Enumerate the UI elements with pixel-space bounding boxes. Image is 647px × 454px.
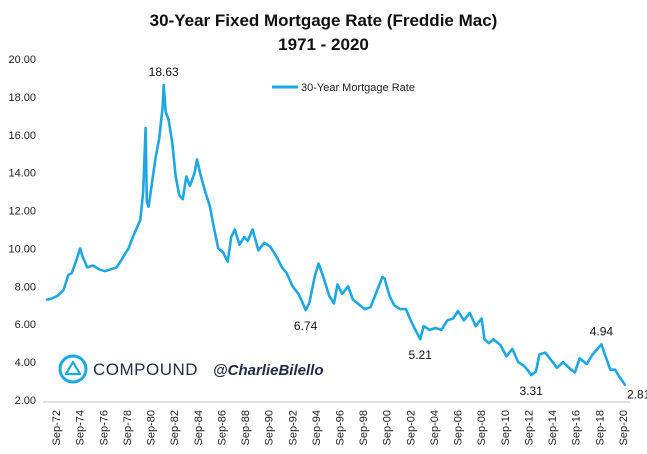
legend: 30-Year Mortgage Rate: [272, 82, 415, 94]
data-label-annotation: 5.21: [409, 348, 433, 362]
x-tick-label: Sep-14: [547, 410, 559, 445]
x-tick-label: Sep-78: [122, 410, 134, 445]
legend-label: 30-Year Mortgage Rate: [301, 82, 415, 94]
branding-watermark: COMPOUND @CharlieBilello: [58, 354, 324, 384]
data-label-annotation: 2.81: [627, 388, 647, 402]
series-line-30yr-mortgage: [45, 83, 627, 386]
brand-name: COMPOUND: [93, 360, 198, 379]
y-tick-label: 8.00: [15, 281, 36, 293]
x-tick-label: Sep-98: [358, 410, 370, 445]
x-tick-label: Sep-06: [453, 410, 465, 445]
y-axis-ticks: 2.00 4.00 6.00 8.00 10.00 12.00 14.00 16.00 18.0…: [8, 54, 36, 407]
x-tick-label: Sep-12: [523, 410, 535, 445]
x-tick-label: Sep-18: [594, 410, 606, 445]
x-tick-label: Sep-72: [51, 410, 63, 445]
y-tick-label: 18.00: [8, 92, 36, 104]
data-label-annotation: 18.63: [149, 65, 179, 79]
x-tick-label: Sep-86: [216, 410, 228, 445]
data-label-annotation: 3.31: [520, 384, 544, 398]
y-tick-label: 20.00: [8, 54, 36, 66]
x-tick-label: Sep-00: [382, 410, 394, 445]
x-tick-label: Sep-82: [169, 410, 181, 445]
data-label-annotation: 4.94: [590, 324, 614, 338]
x-tick-label: Sep-08: [476, 410, 488, 445]
x-tick-label: Sep-90: [264, 410, 276, 445]
x-tick-label: Sep-02: [405, 410, 417, 445]
y-tick-label: 4.00: [15, 357, 36, 369]
y-tick-label: 14.00: [8, 168, 36, 180]
y-tick-label: 16.00: [8, 130, 36, 142]
chart-subtitle: 1971 - 2020: [278, 35, 369, 54]
compound-logo-icon: [58, 354, 88, 384]
x-tick-label: Sep-16: [571, 410, 583, 445]
x-tick-label: Sep-88: [240, 410, 252, 445]
x-tick-label: Sep-04: [429, 410, 441, 445]
x-tick-label: Sep-76: [98, 410, 110, 445]
x-tick-label: Sep-80: [146, 410, 158, 445]
x-tick-label: Sep-10: [500, 410, 512, 445]
annotations: 18.63 6.74 5.21 3.31 4.94 2.81: [149, 65, 647, 402]
y-tick-label: 2.00: [15, 395, 36, 407]
x-tick-label: Sep-92: [287, 410, 299, 445]
data-label-annotation: 6.74: [294, 319, 318, 333]
x-tick-label: Sep-20: [618, 410, 630, 445]
x-tick-label: Sep-94: [311, 410, 323, 445]
x-tick-label: Sep-74: [75, 410, 87, 445]
chart-title: 30-Year Fixed Mortgage Rate (Freddie Mac…: [150, 11, 498, 30]
x-axis-ticks: Sep-72 Sep-74 Sep-76 Sep-78 Sep-80 Sep-82 Sep-…: [51, 410, 630, 445]
y-tick-label: 6.00: [15, 319, 36, 331]
x-tick-label: Sep-96: [335, 410, 347, 445]
x-tick-label: Sep-84: [193, 410, 205, 445]
y-tick-label: 10.00: [8, 243, 36, 255]
y-tick-label: 12.00: [8, 206, 36, 218]
brand-handle: @CharlieBilello: [213, 362, 324, 379]
